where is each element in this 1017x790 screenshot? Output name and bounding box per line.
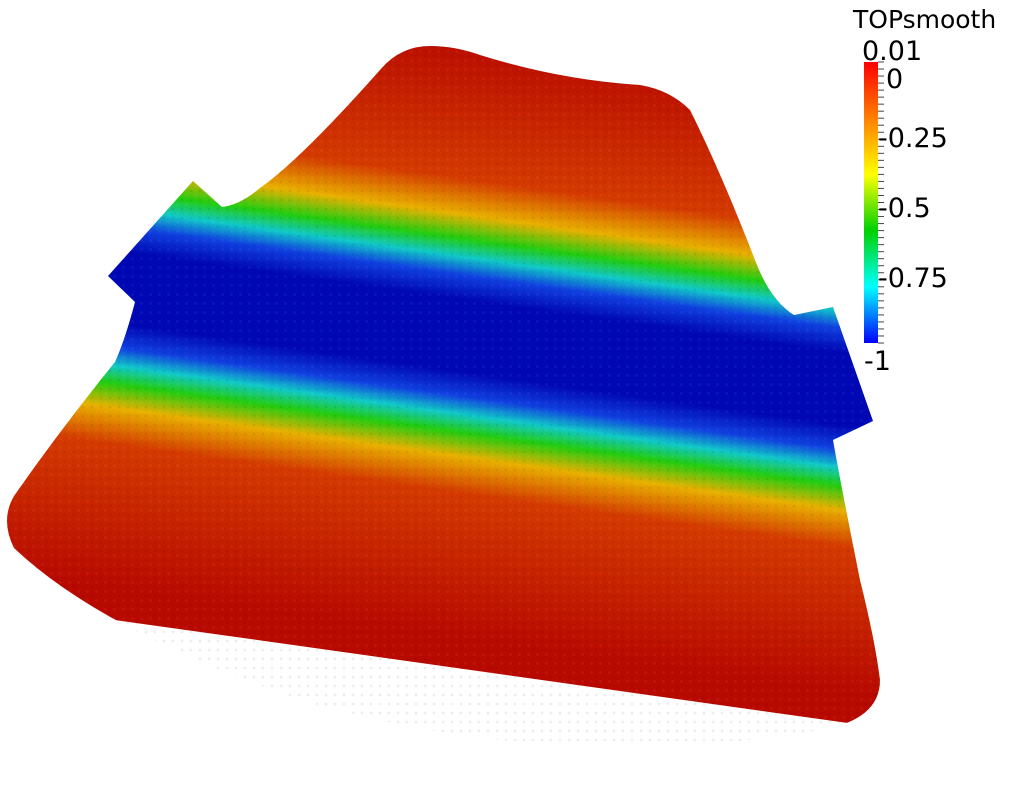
colorbar-labels: 0.01 0 -0.25 -0.5 -0.75 -1: [862, 36, 948, 377]
colorbar-label-max: 0.01: [862, 36, 922, 67]
colorbar: TOPsmooth 0.01 0 -0.25 -0.5 -0.75 -1: [852, 5, 996, 377]
colorbar-gradient-bar: [864, 62, 878, 343]
colorbar-label-neg0-25: -0.25: [878, 123, 948, 154]
colorbar-label-neg0-5: -0.5: [878, 193, 931, 224]
colorbar-label-min: -1: [864, 346, 891, 377]
colorbar-ticks: [878, 61, 884, 344]
colorbar-title: TOPsmooth: [852, 5, 996, 34]
colorbar-label-neg0-75: -0.75: [878, 263, 948, 294]
colorbar-label-0: 0: [886, 64, 903, 95]
